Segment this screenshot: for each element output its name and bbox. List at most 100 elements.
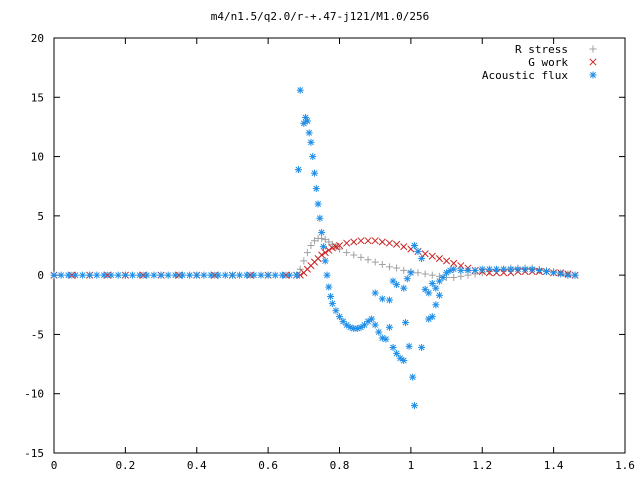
data-point xyxy=(410,402,418,410)
data-point xyxy=(418,255,426,263)
data-point xyxy=(296,265,304,273)
data-point xyxy=(450,259,458,267)
data-point xyxy=(396,354,404,362)
data-point xyxy=(296,86,304,94)
data-point xyxy=(236,271,244,279)
data-point xyxy=(318,228,326,236)
data-point xyxy=(432,301,440,309)
axis-ticks: 0 0.2 0.4 0.6 0.8 1 1.2 1.4 1.6 -15 -10 -5 0 5 10 15 20 xyxy=(24,32,635,472)
data-point xyxy=(143,271,151,279)
data-point xyxy=(400,357,408,365)
data-marks xyxy=(50,86,579,410)
data-point xyxy=(393,281,401,289)
data-point xyxy=(421,270,429,278)
data-point xyxy=(557,270,565,278)
data-point xyxy=(86,271,94,279)
data-point xyxy=(385,263,393,271)
data-point xyxy=(418,343,426,351)
data-point xyxy=(221,271,229,279)
data-point xyxy=(421,250,429,258)
data-point xyxy=(321,257,329,265)
data-point xyxy=(316,214,324,222)
data-point xyxy=(407,269,415,277)
data-point xyxy=(325,246,333,254)
x-tick-label: 1.2 xyxy=(472,459,492,472)
data-point xyxy=(343,249,351,257)
data-point xyxy=(332,307,340,315)
data-point xyxy=(428,271,436,279)
data-point xyxy=(385,296,393,304)
data-point xyxy=(403,275,411,283)
data-point xyxy=(471,266,479,274)
data-point xyxy=(385,239,394,247)
data-point xyxy=(428,279,436,287)
legend-marker xyxy=(589,58,597,66)
data-point xyxy=(343,321,351,329)
data-point xyxy=(485,265,493,273)
data-point xyxy=(350,238,358,246)
data-point xyxy=(402,319,410,327)
data-point xyxy=(507,269,515,277)
data-point xyxy=(186,271,194,279)
data-point xyxy=(535,266,543,274)
data-point xyxy=(371,321,379,329)
data-point xyxy=(228,271,236,279)
data-point xyxy=(318,251,326,259)
data-point xyxy=(393,240,401,248)
data-point xyxy=(368,315,376,323)
x-tick-label: 0.8 xyxy=(330,459,350,472)
data-point xyxy=(50,271,58,279)
data-point xyxy=(350,251,358,259)
data-point xyxy=(346,323,354,331)
data-point xyxy=(336,245,343,253)
data-point xyxy=(428,313,436,321)
data-point xyxy=(157,271,165,279)
x-tick-label: 1.6 xyxy=(615,459,635,472)
data-point xyxy=(378,238,386,246)
data-point xyxy=(432,284,440,292)
data-point xyxy=(171,271,179,279)
data-point xyxy=(492,269,501,277)
data-point xyxy=(325,238,333,246)
data-point xyxy=(300,119,308,127)
data-point xyxy=(178,271,186,279)
data-point xyxy=(405,342,413,350)
data-point xyxy=(435,291,443,299)
data-point xyxy=(278,271,286,279)
data-point xyxy=(382,335,390,343)
data-point xyxy=(312,185,320,193)
legend-marker xyxy=(589,71,597,79)
legend-label: Acoustic flux xyxy=(482,69,568,82)
data-point xyxy=(425,315,433,323)
data-point xyxy=(307,242,315,249)
data-point xyxy=(371,237,379,245)
data-point xyxy=(550,269,558,277)
data-point xyxy=(335,241,344,250)
data-point xyxy=(443,269,451,277)
data-point xyxy=(311,237,319,245)
data-point xyxy=(564,271,572,279)
data-point xyxy=(393,349,401,357)
data-point xyxy=(150,271,158,279)
data-point xyxy=(321,249,329,257)
data-point xyxy=(493,265,501,273)
data-point xyxy=(93,271,101,279)
data-point xyxy=(371,289,379,297)
data-point xyxy=(129,271,137,279)
data-point xyxy=(286,271,294,279)
data-point xyxy=(443,257,451,265)
data-point xyxy=(378,260,386,268)
legend-label: R stress xyxy=(515,43,568,56)
data-point xyxy=(200,271,208,279)
data-point xyxy=(364,317,372,325)
x-tick-label: 0.2 xyxy=(115,459,135,472)
data-point xyxy=(319,243,327,251)
data-point xyxy=(214,271,222,279)
data-point xyxy=(343,239,351,247)
data-point xyxy=(323,271,331,279)
data-point xyxy=(321,236,329,244)
data-point xyxy=(136,271,144,279)
data-point xyxy=(425,289,433,297)
y-tick-label: 20 xyxy=(31,32,44,45)
